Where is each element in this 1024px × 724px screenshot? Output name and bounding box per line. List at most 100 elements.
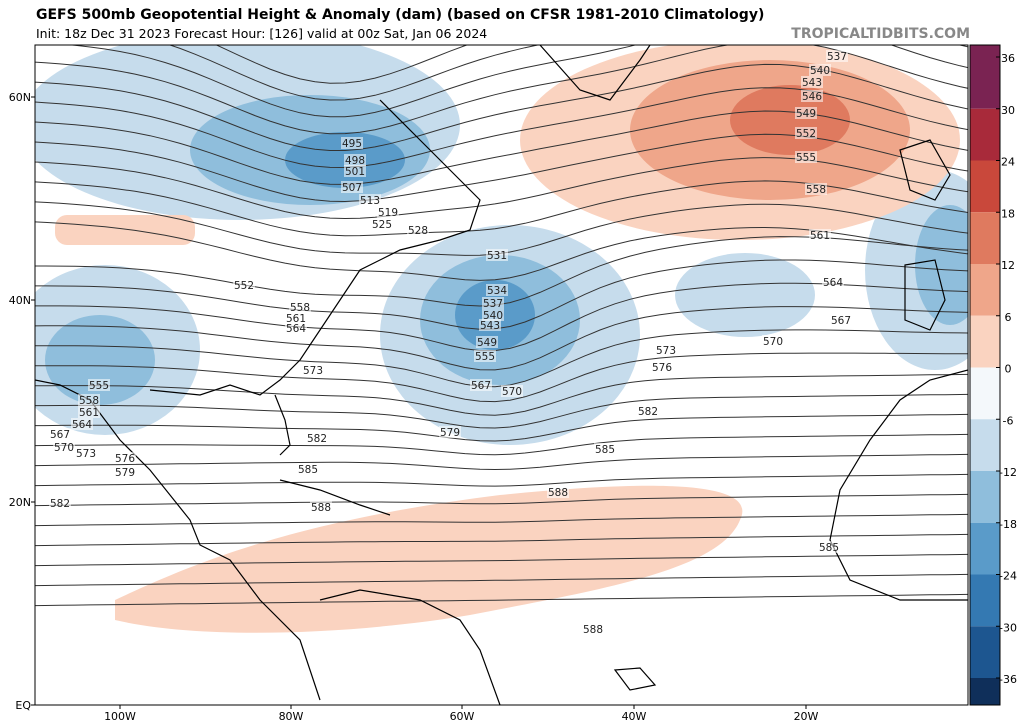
contour-line [35,413,968,442]
contour-label: 570 [763,336,783,348]
contour-line [35,373,968,416]
coastline [149,99,481,396]
colorbar: 36 30 24 18 12 6 0 -6 -12 -18 -24 -30 -36 [969,44,1017,706]
contour-label-bg [482,297,504,309]
lon-label: 80W [279,710,304,723]
colorbar-segment [970,522,1000,575]
contour-line [35,453,968,471]
colorbar-tick-label: -18 [999,518,1017,531]
colorbar-tick-label: 36 [1001,52,1015,65]
contour-label: 567 [50,429,70,441]
contour-label: 555 [89,380,109,392]
contour-label-bg [801,76,823,88]
colorbar-tick-label: -36 [999,673,1017,686]
coastline [613,667,657,691]
contour-label: 552 [796,128,816,140]
contour-label-bg [822,276,844,288]
colorbar-tick-label: 18 [1001,207,1015,220]
contour-label: 501 [345,166,365,178]
lat-label: 40N [9,294,31,307]
contour-label: 582 [638,406,658,418]
contour-label: 573 [76,448,96,460]
contour-label-bg [289,301,311,313]
colorbar-tick-label: -30 [999,621,1017,634]
colorbar-segment [970,471,1000,523]
colorbar-tick-label: -24 [999,570,1017,583]
contour-label-bg [75,447,97,459]
contour-label: 537 [827,51,847,63]
colorbar-segment [970,212,1000,264]
contour-label: 561 [79,407,99,419]
contour-label: 534 [487,285,507,297]
contour-label: 582 [307,433,327,445]
contour-line [35,573,968,587]
contour-label-bg [594,443,616,455]
contour-label-bg [78,406,100,418]
contour-label: 558 [290,302,310,314]
contour-label: 543 [480,320,500,332]
contour-label: 531 [487,250,507,262]
contour-label-bg [439,426,461,438]
contour-label-bg [651,361,673,373]
contour-label: 585 [819,542,839,554]
contour-label-bg [310,501,332,513]
contour-label: 582 [50,498,70,510]
colorbar-segment [970,574,1000,627]
contour-label-bg [78,394,100,406]
contour-line [35,553,968,567]
contour-label: 540 [810,65,830,77]
contour-line [35,133,968,203]
contour-line [35,473,968,487]
contour-label-bg [486,284,508,296]
contour-label-bg [762,335,784,347]
contour-label-bg [476,336,498,348]
contour-label-bg [114,466,136,478]
colorbar-segment [970,315,1000,368]
coastline [904,259,946,331]
contour-label-bg [285,322,307,334]
contour-label-bg [49,428,71,440]
coastline [829,369,968,601]
colorbar-segment [970,57,1000,109]
contour-line [168,45,968,101]
contour-label: 537 [483,298,503,310]
contour-line [35,306,968,371]
subtitle: Init: 18z Dec 31 2023 Forecast Hour: [12… [36,26,487,41]
contour-label-bg [474,350,496,362]
contour-label-bg [547,486,569,498]
credit: TROPICALTIDBITS.COM [791,26,970,42]
contour-label-bg [809,229,831,241]
contour-label: 564 [823,277,843,289]
contour-label: 513 [360,195,380,207]
contour-label-bg [805,183,827,195]
contour-label-bg [818,541,840,553]
contour-label-bg [341,137,363,149]
anomaly-area [675,253,815,337]
contour-label: 579 [115,467,135,479]
colorbar-tick-label: 30 [1001,104,1015,117]
contour-label: 495 [342,138,362,150]
contour-line [35,513,968,527]
colorbar-tick-label: 6 [1005,311,1012,324]
contour-label-bg [306,432,328,444]
contour-label-bg [795,107,817,119]
contour-line [66,45,968,118]
contour-label-bg [285,312,307,324]
colorbar-segment [970,108,1000,161]
contour-line [35,352,968,403]
colorbar-tick-label: 24 [1001,156,1015,169]
contour-label-bg [49,497,71,509]
contour-label-bg [826,50,848,62]
contour-label: 498 [345,155,365,167]
contour-label-bg [830,314,852,326]
contour-label: 570 [502,386,522,398]
lat-label: 60N [9,91,31,104]
contour-label-bg [71,418,93,430]
contour-label-bg [479,319,501,331]
contour-label-bg [801,90,823,102]
colorbar-border [969,44,1001,706]
contour-line [35,593,968,607]
contour-label-bg [407,224,429,236]
